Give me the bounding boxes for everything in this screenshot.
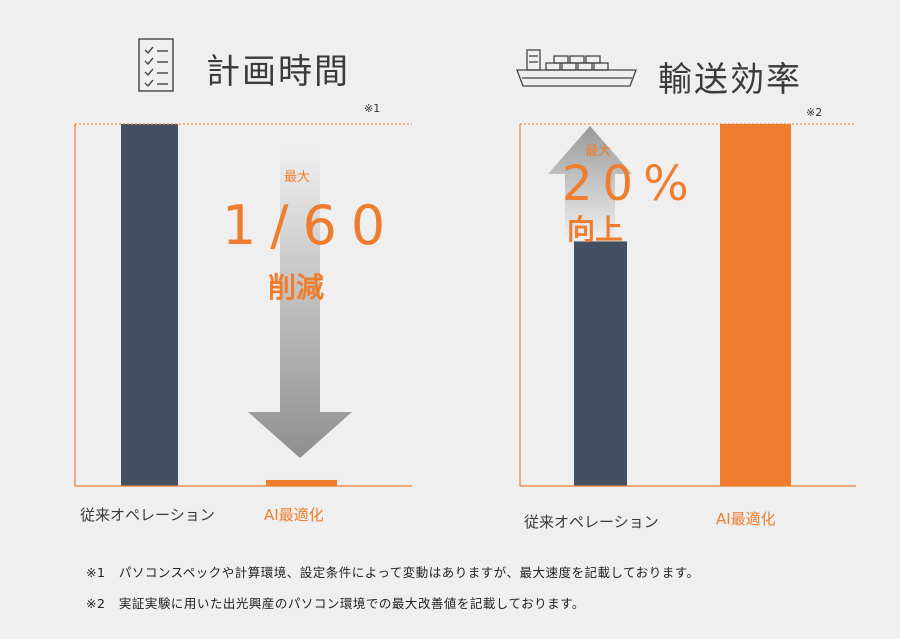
callout-value-2: 20% — [562, 156, 699, 212]
footnote-mark-2: ※2 — [86, 596, 106, 611]
callout-prefix-1: 最大 — [284, 170, 311, 185]
category-label-conventional-2: 従来オペレーション — [524, 513, 659, 531]
chart-transport-efficiency — [519, 123, 856, 487]
callout-arrow-up — [548, 126, 632, 240]
bar-conventional — [574, 241, 627, 486]
note-mark-2: ※2 — [806, 106, 823, 119]
category-label-ai-1: AI最適化 — [264, 506, 324, 524]
footnote-mark-1: ※1 — [86, 565, 106, 580]
bar-conventional — [121, 124, 178, 486]
checklist-icon — [138, 38, 174, 92]
panel-title-transport: 輸送効率 — [658, 60, 802, 100]
category-label-conventional-1: 従来オペレーション — [80, 506, 215, 524]
cargo-ship-icon — [516, 49, 637, 87]
callout-prefix-2: 最大 — [585, 144, 612, 159]
footnote-1: ※1 パソコンスペックや計算環境、設定条件によって変動はありますが、最大速度を記… — [86, 562, 700, 581]
category-label-ai-2: AI最適化 — [716, 510, 776, 528]
callout-suffix-1: 削減 — [268, 271, 325, 304]
chart-planning-time — [74, 123, 412, 487]
callout-arrow-down — [248, 146, 352, 458]
panel-title-planning: 計画時間 — [206, 52, 350, 92]
footnote-2: ※2 実証実験に用いた出光興産のパソコン環境での最大改善値を記載しております。 — [86, 593, 585, 612]
note-mark-1: ※1 — [364, 102, 381, 115]
footnote-text-2: 実証実験に用いた出光興産のパソコン環境での最大改善値を記載しております。 — [118, 596, 585, 611]
bar-ai-optimized — [266, 479, 337, 486]
footnote-text-1: パソコンスペックや計算環境、設定条件によって変動はありますが、最大速度を記載して… — [118, 565, 700, 580]
callout-value-1: 1/60 — [222, 194, 400, 257]
callout-suffix-2: 向上 — [567, 213, 624, 246]
bar-ai-optimized — [720, 124, 791, 486]
